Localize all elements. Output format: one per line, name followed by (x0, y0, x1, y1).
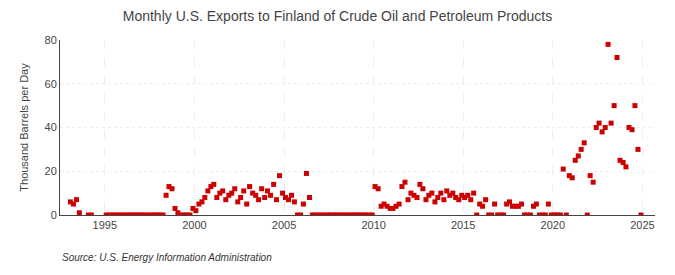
svg-text:Source: U.S. Energy Informatio: Source: U.S. Energy Information Administ… (62, 252, 272, 263)
svg-text:2025: 2025 (630, 219, 654, 231)
svg-text:Thousand Barrels per Day: Thousand Barrels per Day (18, 63, 30, 192)
svg-text:40: 40 (45, 121, 57, 133)
svg-text:80: 80 (45, 34, 57, 46)
svg-text:2020: 2020 (541, 219, 565, 231)
svg-text:20: 20 (45, 165, 57, 177)
svg-text:2010: 2010 (361, 219, 385, 231)
svg-text:2000: 2000 (182, 219, 206, 231)
svg-text:60: 60 (45, 78, 57, 90)
svg-text:Monthly U.S. Exports to Finlan: Monthly U.S. Exports to Finland of Crude… (123, 8, 553, 24)
svg-text:2005: 2005 (272, 219, 296, 231)
svg-text:1995: 1995 (93, 219, 117, 231)
svg-text:0: 0 (51, 209, 57, 221)
svg-text:2015: 2015 (451, 219, 475, 231)
